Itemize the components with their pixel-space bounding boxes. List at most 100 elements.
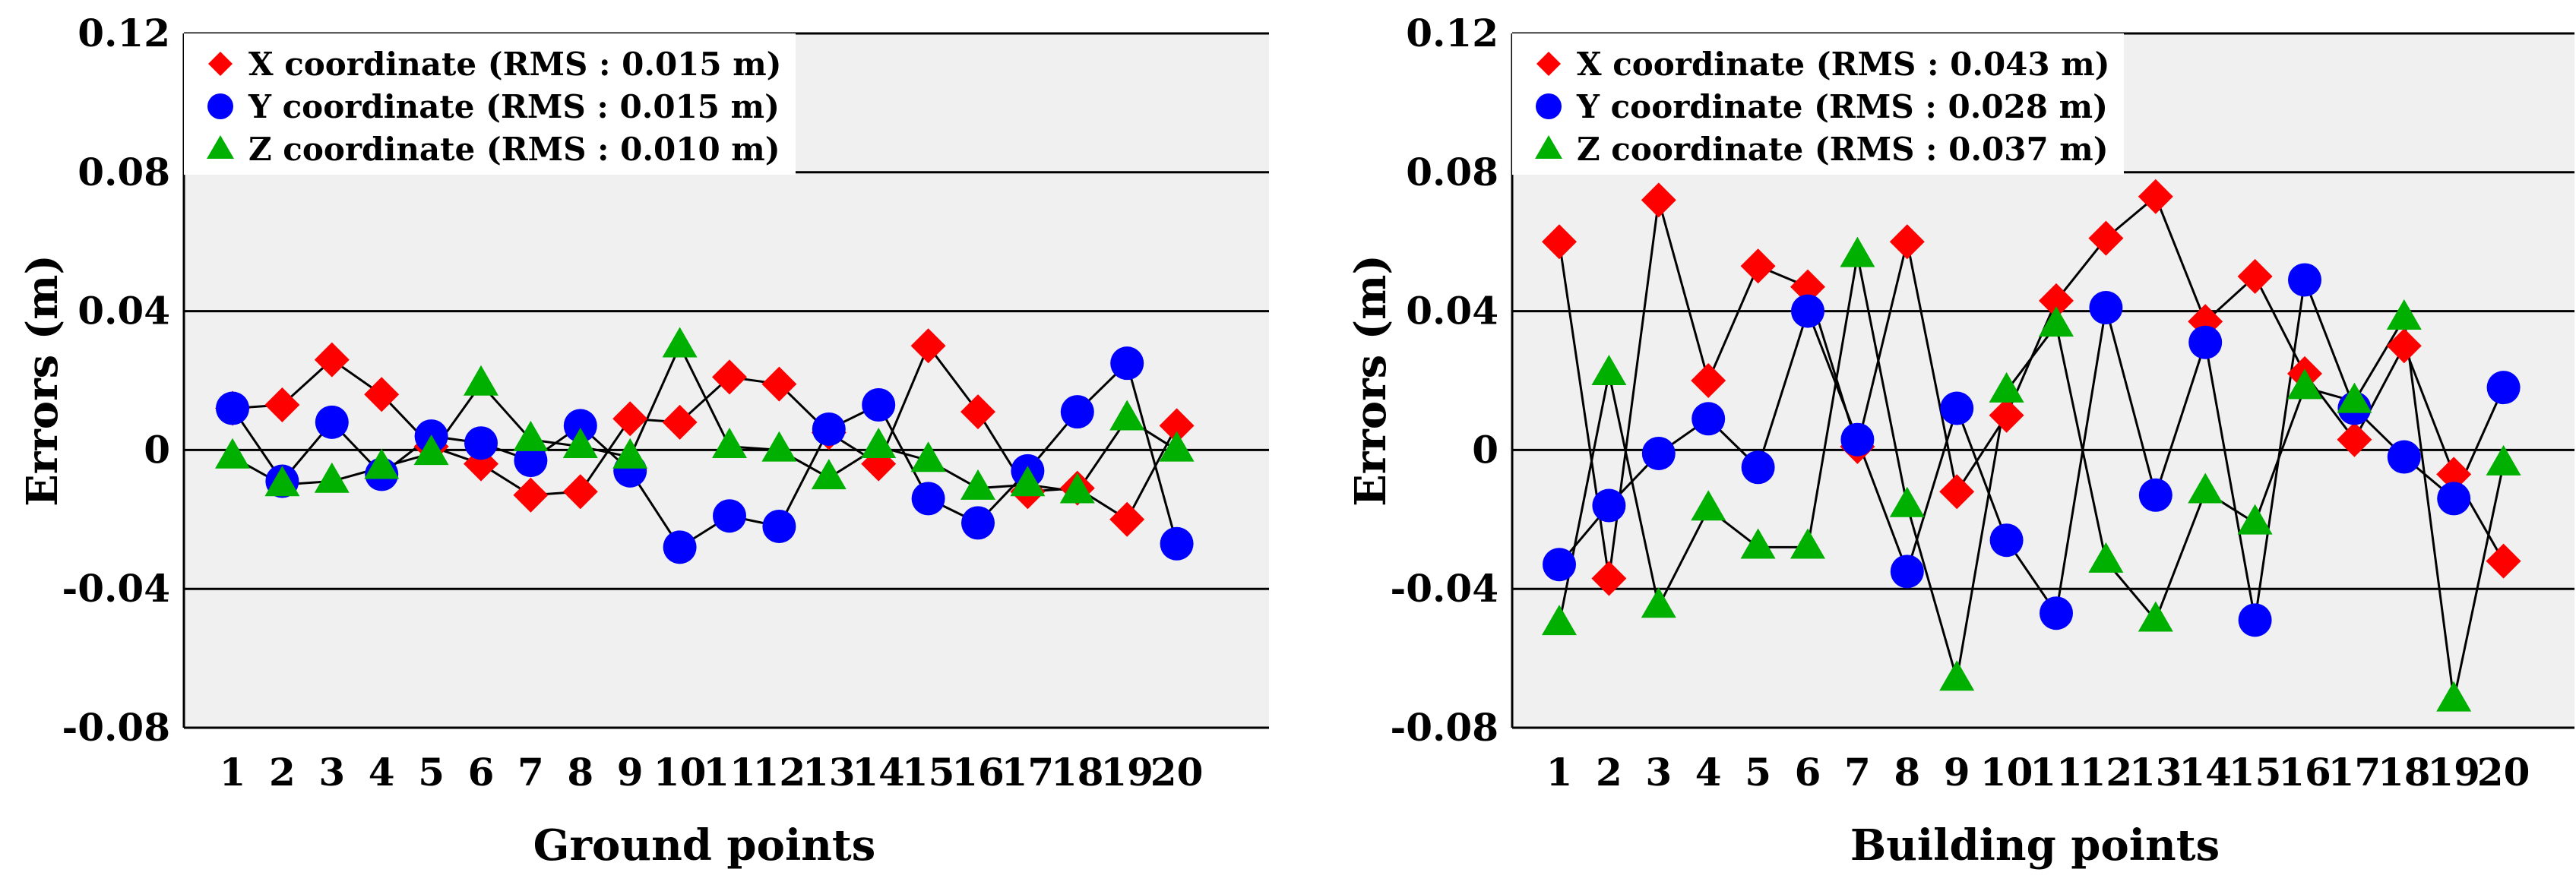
data-point-diamond bbox=[2237, 258, 2273, 294]
x-tick-label: 16 bbox=[951, 750, 1005, 795]
y-tick-label: 0.12 bbox=[78, 11, 170, 55]
legend-marker-triangle bbox=[1535, 135, 1562, 159]
data-point-diamond bbox=[364, 377, 400, 412]
y-tick-label: -0.08 bbox=[1390, 705, 1498, 750]
y-tick-label: 0.08 bbox=[78, 150, 170, 194]
y-tick-label: 0.04 bbox=[78, 289, 170, 333]
data-point-triangle bbox=[910, 441, 946, 472]
data-point-circle bbox=[1691, 402, 1726, 436]
legend-label: Y coordinate (RMS : 0.015 m) bbox=[248, 88, 780, 125]
data-point-triangle bbox=[1691, 490, 1726, 521]
legend-marker-circle bbox=[1536, 93, 1562, 119]
x-tick-label: 17 bbox=[2328, 750, 2381, 795]
data-point-triangle bbox=[364, 448, 400, 479]
x-tick-label: 18 bbox=[2378, 750, 2431, 795]
data-point-triangle bbox=[1010, 466, 1046, 497]
data-point-diamond bbox=[1109, 501, 1145, 537]
x-tick-label: 15 bbox=[902, 750, 955, 795]
x-tick-label: 1 bbox=[1546, 750, 1573, 795]
data-point-triangle bbox=[2237, 504, 2273, 535]
data-point-triangle bbox=[662, 327, 698, 358]
data-point-circle bbox=[1940, 391, 1974, 425]
data-point-circle bbox=[1741, 450, 1775, 485]
data-point-diamond bbox=[1641, 182, 1676, 218]
x-tick-label: 20 bbox=[1150, 750, 1204, 795]
y-tick-label: -0.08 bbox=[62, 705, 170, 750]
x-tick-label: 7 bbox=[517, 750, 544, 795]
x-tick-label: 13 bbox=[802, 750, 856, 795]
data-point-triangle bbox=[960, 469, 995, 500]
x-tick-label: 18 bbox=[1051, 750, 1104, 795]
data-point-circle bbox=[862, 387, 896, 422]
data-point-circle bbox=[563, 409, 597, 443]
legend-label: X coordinate (RMS : 0.015 m) bbox=[248, 46, 782, 83]
data-point-circle bbox=[2437, 482, 2471, 516]
data-point-diamond bbox=[2039, 283, 2074, 318]
x-tick-label: 1 bbox=[220, 750, 246, 795]
legend: X coordinate (RMS : 0.015 m) Y coordinate… bbox=[184, 33, 796, 175]
data-point-triangle bbox=[612, 438, 648, 469]
y-tick-label: 0.08 bbox=[1406, 150, 1498, 194]
x-tick-label: 6 bbox=[1795, 750, 1821, 795]
data-point-diamond bbox=[2088, 220, 2124, 256]
data-point-circle bbox=[762, 509, 796, 543]
data-point-circle bbox=[663, 530, 697, 564]
y-axis-title: Errors (m) bbox=[1346, 254, 1396, 507]
x-tick-label: 5 bbox=[1745, 750, 1771, 795]
legend-box bbox=[184, 33, 796, 175]
data-point-diamond bbox=[2436, 457, 2472, 492]
data-point-circle bbox=[911, 482, 945, 516]
legend-marker-diamond bbox=[208, 52, 233, 76]
data-point-triangle bbox=[1840, 236, 1875, 267]
data-point-circle bbox=[1543, 548, 1576, 582]
data-point-triangle bbox=[811, 459, 847, 490]
data-point-diamond bbox=[513, 477, 549, 513]
data-point-triangle bbox=[1740, 528, 1776, 559]
data-point-triangle bbox=[314, 462, 350, 493]
data-point-diamond bbox=[712, 359, 747, 395]
data-point-circle bbox=[1791, 294, 1824, 328]
x-tick-label: 3 bbox=[318, 750, 345, 795]
data-point-circle bbox=[315, 405, 349, 439]
data-point-triangle bbox=[2088, 542, 2124, 573]
data-point-triangle bbox=[2337, 382, 2372, 413]
data-point-circle bbox=[1110, 346, 1144, 381]
legend-label: X coordinate (RMS : 0.043 m) bbox=[1577, 46, 2110, 83]
y-tick-label: 0.12 bbox=[1406, 11, 1498, 55]
x-tick-label: 5 bbox=[418, 750, 445, 795]
x-tick-label: 12 bbox=[2080, 750, 2133, 795]
legend-label: Z coordinate (RMS : 0.010 m) bbox=[248, 131, 780, 168]
legend-label: Z coordinate (RMS : 0.037 m) bbox=[1577, 131, 2109, 168]
data-point-circle bbox=[216, 391, 249, 425]
data-point-diamond bbox=[314, 342, 350, 378]
data-point-triangle bbox=[1939, 660, 1975, 691]
legend-marker-circle bbox=[207, 93, 233, 119]
data-point-circle bbox=[2138, 478, 2173, 512]
x-tick-label: 20 bbox=[2477, 750, 2530, 795]
data-point-circle bbox=[1060, 395, 1094, 429]
data-point-diamond bbox=[1159, 408, 1195, 444]
data-point-circle bbox=[464, 426, 498, 460]
data-point-triangle bbox=[761, 431, 797, 462]
data-point-circle bbox=[2238, 603, 2272, 637]
data-point-circle bbox=[2040, 596, 2073, 630]
data-point-triangle bbox=[2188, 472, 2223, 504]
x-tick-label: 15 bbox=[2229, 750, 2282, 795]
x-tick-label: 8 bbox=[567, 750, 593, 795]
data-point-triangle bbox=[2287, 368, 2322, 400]
data-point-circle bbox=[2486, 371, 2521, 405]
data-point-circle bbox=[1840, 422, 1875, 457]
data-point-triangle bbox=[861, 428, 897, 459]
data-point-triangle bbox=[1591, 355, 1627, 386]
data-point-diamond bbox=[264, 387, 300, 422]
x-tick-label: 13 bbox=[2129, 750, 2182, 795]
x-tick-label: 2 bbox=[269, 750, 296, 795]
data-point-circle bbox=[713, 499, 746, 533]
x-axis-title: Ground points bbox=[533, 820, 876, 871]
x-tick-label: 10 bbox=[653, 750, 707, 795]
data-point-triangle bbox=[1889, 486, 1925, 517]
x-tick-label: 4 bbox=[369, 750, 395, 795]
data-point-triangle bbox=[464, 365, 498, 396]
